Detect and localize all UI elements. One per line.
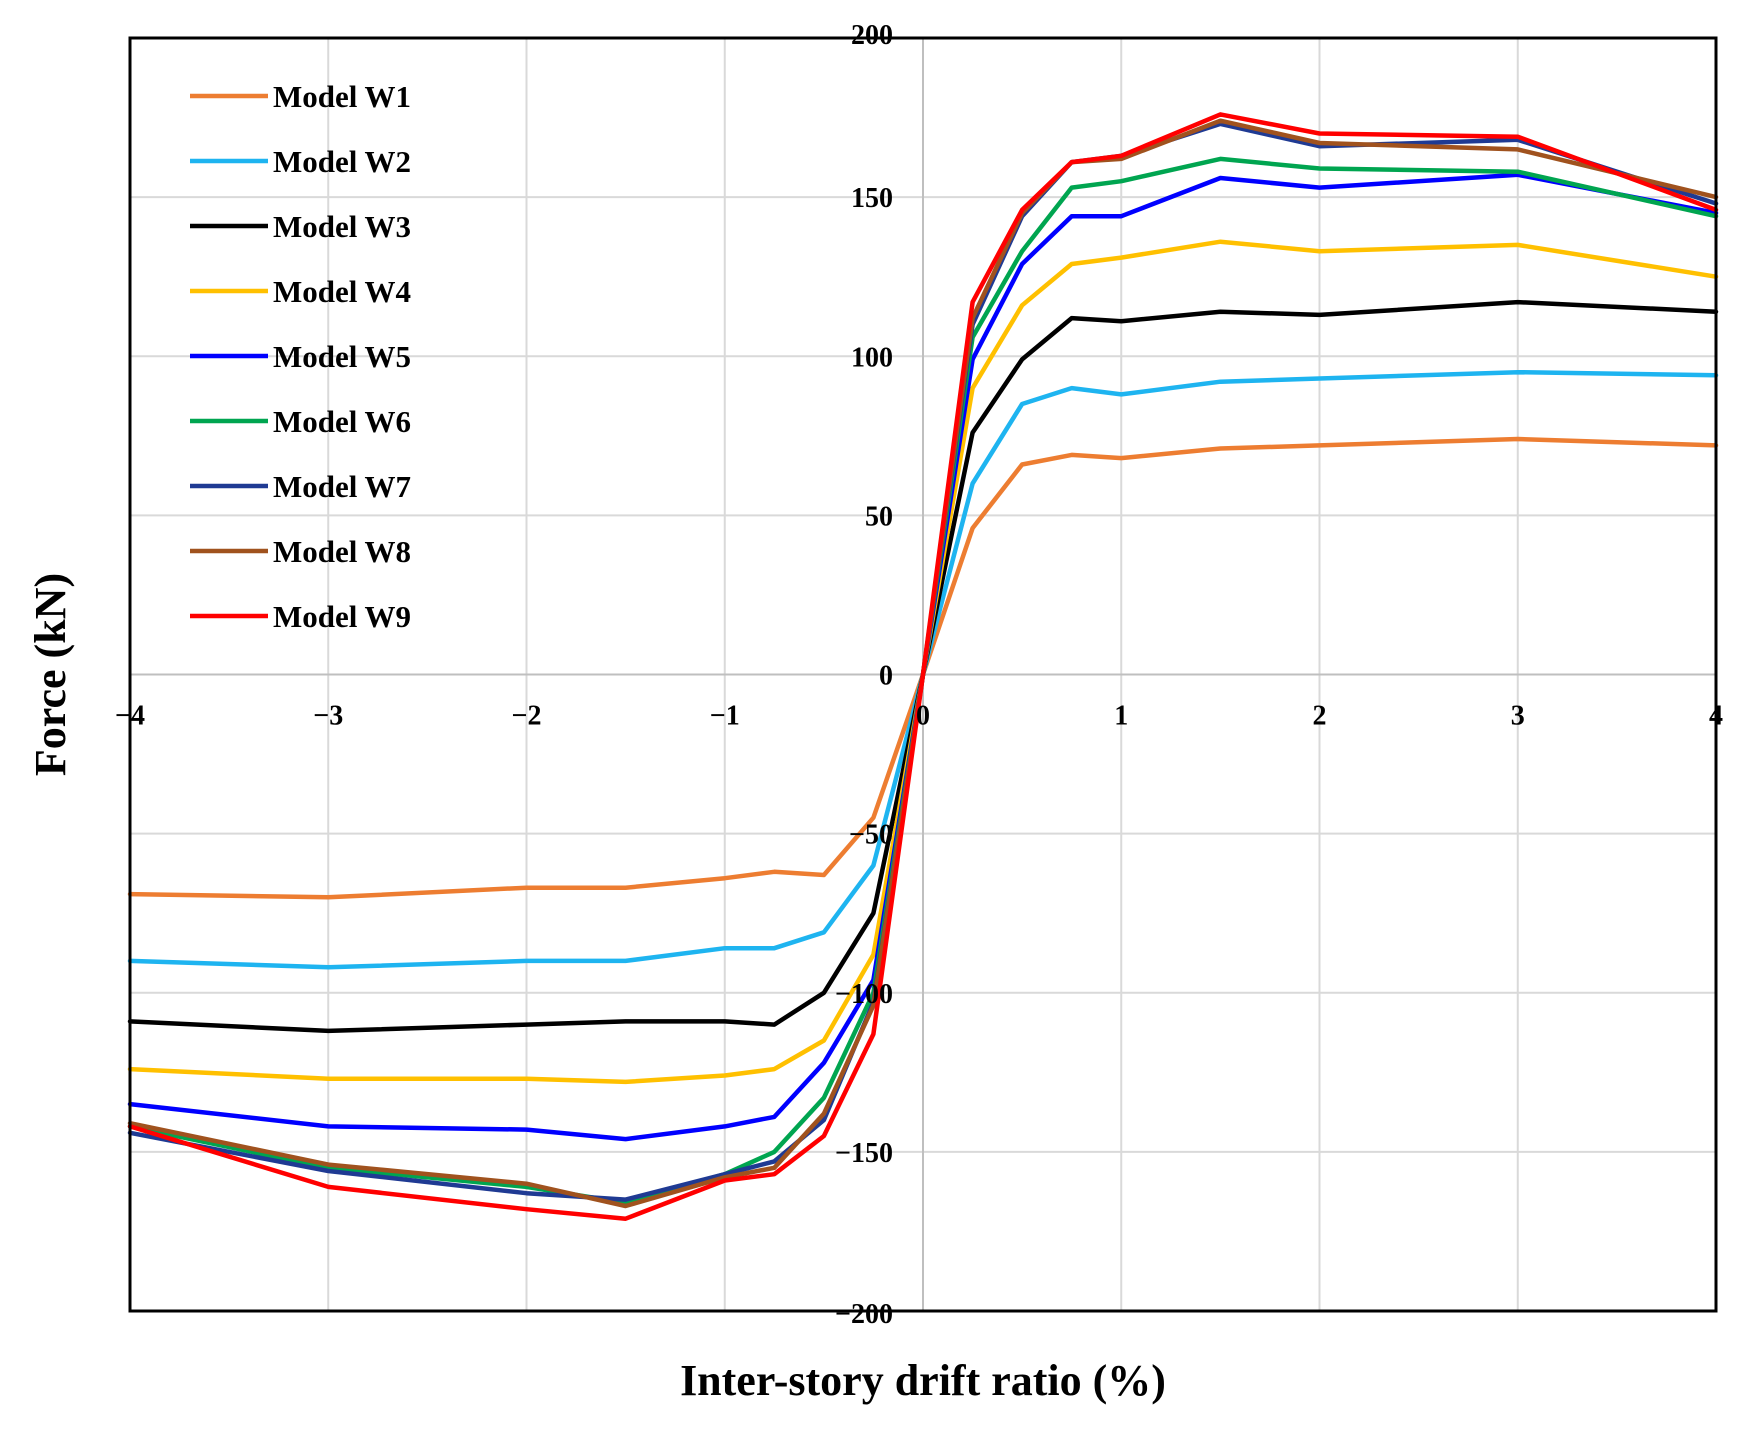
legend-label: Model W1 xyxy=(273,79,411,114)
y-tick-label: −50 xyxy=(849,820,893,851)
plot-frame xyxy=(128,36,1718,1313)
legend: Model W1 Model W2 Model W3 Model W4 Model W5… xyxy=(190,79,411,634)
y-tick-label: 0 xyxy=(879,661,893,692)
x-tick-label: 2 xyxy=(1313,701,1327,732)
legend-item: Model W2 xyxy=(190,144,411,179)
legend-label: Model W4 xyxy=(273,274,411,309)
y-tick-label: 100 xyxy=(851,342,893,373)
legend-label: Model W2 xyxy=(273,144,411,179)
x-tick-label: 1 xyxy=(1114,701,1128,732)
y-tick-label: 50 xyxy=(865,501,893,532)
y-tick-label: 150 xyxy=(851,183,893,214)
series-line-model-w9 xyxy=(127,112,1719,1221)
x-tick-label: 0 xyxy=(916,701,930,732)
y-tick-label: 200 xyxy=(851,20,893,51)
y-axis-title: Force (kN) xyxy=(26,573,75,776)
legend-item: Model W6 xyxy=(190,404,411,439)
legend-label: Model W9 xyxy=(273,599,411,634)
legend-item: Model W8 xyxy=(190,534,411,569)
y-tick-label: −100 xyxy=(835,979,893,1010)
legend-item: Model W9 xyxy=(190,599,411,634)
x-axis-title: Inter-story drift ratio (%) xyxy=(680,1356,1166,1405)
legend-label: Model W3 xyxy=(273,209,411,244)
legend-item: Model W7 xyxy=(190,469,411,504)
y-tick-label: −200 xyxy=(835,1299,893,1330)
legend-item: Model W3 xyxy=(190,209,411,244)
x-tick-label: −2 xyxy=(512,701,542,732)
legend-item: Model W4 xyxy=(190,274,411,309)
series-layer xyxy=(127,112,1719,1221)
x-tick-label: −3 xyxy=(313,701,343,732)
x-tick-label: −4 xyxy=(115,701,145,732)
legend-label: Model W7 xyxy=(273,469,411,504)
tick-labels: −4 −3 −2 −1 0 1 2 3 4 −200 −150 −100 −50 0 50 100 150 200 xyxy=(115,20,1723,1330)
legend-item: Model W5 xyxy=(190,339,411,374)
legend-label: Model W8 xyxy=(273,534,411,569)
legend-item: Model W1 xyxy=(190,79,411,114)
legend-label: Model W5 xyxy=(273,339,411,374)
x-tick-label: 3 xyxy=(1511,701,1525,732)
y-tick-label: −150 xyxy=(835,1138,893,1169)
legend-label: Model W6 xyxy=(273,404,411,439)
x-tick-label: 4 xyxy=(1709,701,1723,732)
x-tick-label: −1 xyxy=(710,701,740,732)
